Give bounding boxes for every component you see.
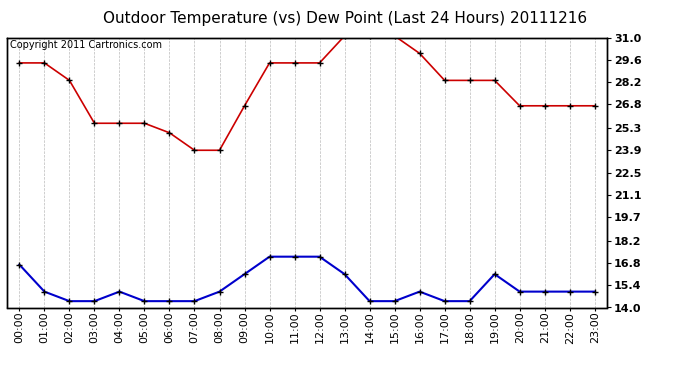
Text: Outdoor Temperature (vs) Dew Point (Last 24 Hours) 20111216: Outdoor Temperature (vs) Dew Point (Last… xyxy=(103,11,587,26)
Text: Copyright 2011 Cartronics.com: Copyright 2011 Cartronics.com xyxy=(10,40,162,50)
